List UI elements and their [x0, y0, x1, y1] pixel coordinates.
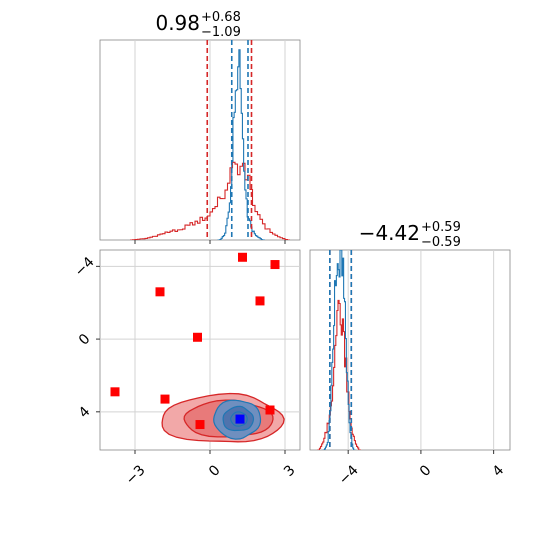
- red-marker-8: [270, 260, 280, 270]
- y2-tick-label-0: 4: [76, 404, 94, 422]
- red-marker-6: [255, 296, 265, 306]
- 2d-markers: [110, 252, 280, 430]
- p1-hist-blue: [217, 49, 265, 240]
- p2-title-plus: +0.59: [421, 220, 461, 235]
- x2-tick-labels: −4 0 4: [336, 462, 507, 488]
- p1-grid: [134, 40, 286, 240]
- 2d-tick-marks: [96, 265, 286, 454]
- p2-quantile-lines: [329, 250, 353, 450]
- p2-title-minus: −0.59: [421, 235, 461, 250]
- x2-tick-label-0: −4: [336, 462, 362, 488]
- p2-grid: [347, 250, 495, 450]
- red-marker-3: [193, 332, 202, 342]
- p2-title: −4.42 +0.59 −0.59: [359, 220, 461, 250]
- p1-title-value: 0.98: [155, 11, 200, 35]
- x1-tick-label-2: 3: [281, 462, 299, 480]
- p2-tick-marks: [347, 450, 495, 454]
- p2-title-value: −4.42: [359, 221, 420, 245]
- p1-tick-marks: [134, 240, 286, 244]
- 2d-density-contours: [161, 392, 285, 443]
- red-marker-5: [238, 252, 247, 262]
- x2-tick-label-2: 4: [490, 462, 508, 480]
- red-marker-1: [155, 287, 165, 297]
- p1-title: 0.98 +0.68 −1.09: [155, 10, 240, 40]
- red-marker-0: [110, 387, 120, 397]
- p2-hist-red: [317, 299, 361, 450]
- p1-quantile-lines: [206, 40, 253, 240]
- p2-hist-blue: [322, 250, 356, 450]
- blue-marker: [235, 414, 245, 424]
- panel-p2-frame: [309, 249, 511, 451]
- p1-title-minus: −1.09: [201, 25, 241, 40]
- y2-tick-label-2: −4: [72, 254, 98, 280]
- panel-2d-density: −3 0 3 4 0 −4: [72, 249, 301, 488]
- red-marker-7: [265, 405, 275, 415]
- panel-p1-frame: [99, 39, 301, 241]
- x1-tick-label-1: 0: [206, 462, 224, 480]
- red-marker-4: [195, 420, 205, 430]
- y2-tick-labels: 4 0 −4: [72, 254, 98, 421]
- x1-tick-label-0: −3: [123, 462, 149, 488]
- p1-hist-red: [130, 161, 290, 240]
- panel-p2-histogram: −4 0 4 −4.42 +0.59 −0.59: [309, 220, 511, 488]
- p2-histograms: [317, 250, 361, 450]
- panel-p1-histogram: 0.98 +0.68 −1.09: [99, 10, 301, 244]
- x1-tick-labels: −3 0 3: [123, 462, 299, 488]
- x2-tick-label-1: 0: [417, 462, 435, 480]
- red-marker-2: [160, 394, 170, 404]
- p1-title-plus: +0.68: [201, 10, 241, 25]
- y2-tick-label-1: 0: [76, 331, 94, 349]
- p1-histograms: [130, 49, 290, 240]
